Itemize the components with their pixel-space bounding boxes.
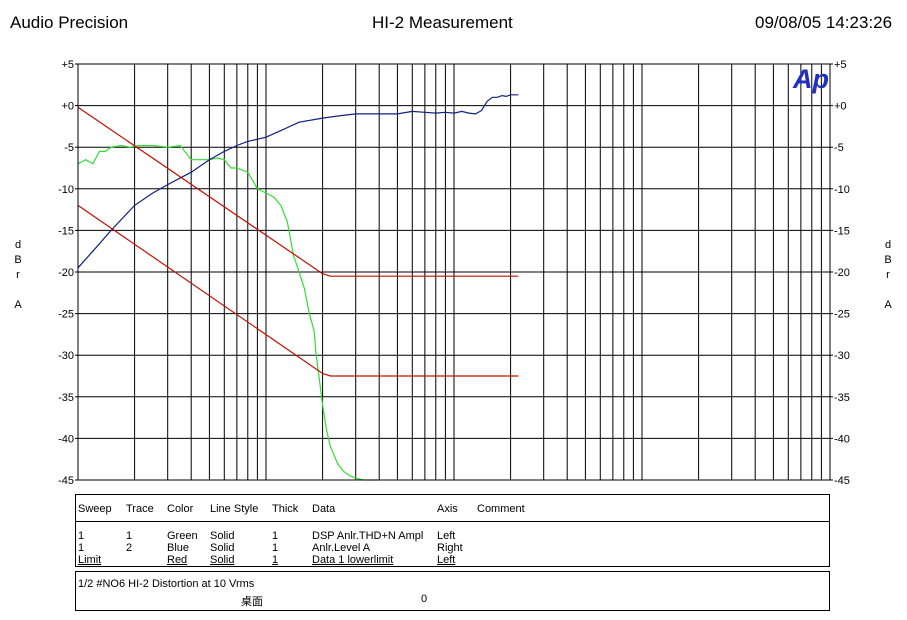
legend-row3-linestyle: Solid [210, 554, 235, 566]
legend-row1-axis: Left [437, 530, 456, 542]
left-tick-label: -40 [58, 433, 74, 445]
legend-row3-color: Red [167, 554, 188, 566]
comment-desktop-label: 桌面 [241, 596, 263, 608]
series-line-2 [77, 94, 519, 269]
plot-frame [77, 63, 831, 481]
legend-row1-data: DSP Anlr.THD+N Ampl [312, 530, 424, 542]
legend-row1-sweep: 1 [78, 530, 85, 542]
comment-box: 1/2 #NO6 HI-2 Distortion at 10 Vrms 桌面 0 [75, 571, 830, 611]
comment-line1: 1/2 #NO6 HI-2 Distortion at 10 Vrms [78, 578, 255, 590]
ap-logo: Ap [792, 64, 829, 94]
left-tick-label: -15 [58, 225, 74, 237]
right-tick-label: -20 [834, 267, 850, 279]
legend-header-thick: Thick [272, 503, 299, 515]
legend-divider [76, 521, 829, 522]
right-tick-label: +5 [834, 59, 847, 71]
legend-row3-sweep: Limit [78, 554, 102, 566]
chart-grid [78, 64, 830, 480]
legend-header-data: Data [312, 503, 336, 515]
series-line-3 [77, 106, 519, 277]
right-tick-label: -15 [834, 225, 850, 237]
left-tick-label: -5 [64, 142, 74, 154]
legend-row2-thick: 1 [272, 542, 279, 554]
series-line-1 [77, 144, 380, 481]
legend-header-sweep: Sweep [78, 503, 112, 515]
legend-row2-trace: 2 [126, 542, 133, 554]
right-tick-label: -30 [834, 350, 850, 362]
legend-row3-data: Data 1 lowerlimit [312, 554, 394, 566]
right-tick-label: -25 [834, 309, 850, 321]
legend-row3-axis: Left [437, 554, 456, 566]
legend-row2-linestyle: Solid [210, 542, 235, 554]
legend-row2-sweep: 1 [78, 542, 85, 554]
left-tick-label: -20 [58, 267, 74, 279]
right-tick-label: -45 [834, 475, 850, 487]
legend-row2-data: Anlr.Level A [312, 542, 371, 554]
header-timestamp: 09/08/05 14:23:26 [755, 13, 893, 32]
left-tick-label: -45 [58, 475, 74, 487]
left-tick-label: +5 [61, 59, 74, 71]
chart-ticks: +5 +5 +0 +0 -5 -5 -10 -10 -15 -15 -20 -20 -25 -25 -30 -… [58, 59, 850, 487]
chart-plot: +5 +5 +0 +0 -5 -5 -10 -10 -15 -15 -20 -20 -25 -25 -30 -… [58, 59, 850, 487]
left-tick-label: +0 [61, 101, 74, 113]
left-tick-label: -35 [58, 392, 74, 404]
left-tick-label: -25 [58, 309, 74, 321]
right-tick-label: -10 [834, 184, 850, 196]
legend-header-color: Color [167, 503, 194, 515]
comment-value: 0 [421, 593, 428, 605]
legend-row1-color: Green [167, 530, 198, 542]
legend-row3-thick: 1 [272, 554, 279, 566]
left-tick-label: -10 [58, 184, 74, 196]
chart-series [77, 94, 519, 481]
right-tick-label: -5 [834, 142, 844, 154]
header-app-name: Audio Precision [10, 13, 129, 32]
right-tick-label: -35 [834, 392, 850, 404]
legend-row2-color: Blue [167, 542, 190, 554]
right-tick-label: +0 [834, 101, 847, 113]
series-line-4 [77, 204, 519, 377]
legend-header-linestyle: Line Style [210, 503, 259, 515]
left-tick-label: -30 [58, 350, 74, 362]
legend-header-trace: Trace [126, 503, 154, 515]
right-tick-label: -40 [834, 433, 850, 445]
legend-row2-axis: Right [437, 542, 463, 554]
legend-header-comment: Comment [477, 503, 525, 515]
legend-header-axis: Axis [437, 503, 458, 515]
legend-row1-linestyle: Solid [210, 530, 235, 542]
legend-row1-thick: 1 [272, 530, 279, 542]
header-title: HI-2 Measurement [372, 13, 513, 32]
legend-table: Sweep Trace Color Line Style Thick Data … [75, 494, 830, 567]
legend-row1-trace: 1 [126, 530, 133, 542]
